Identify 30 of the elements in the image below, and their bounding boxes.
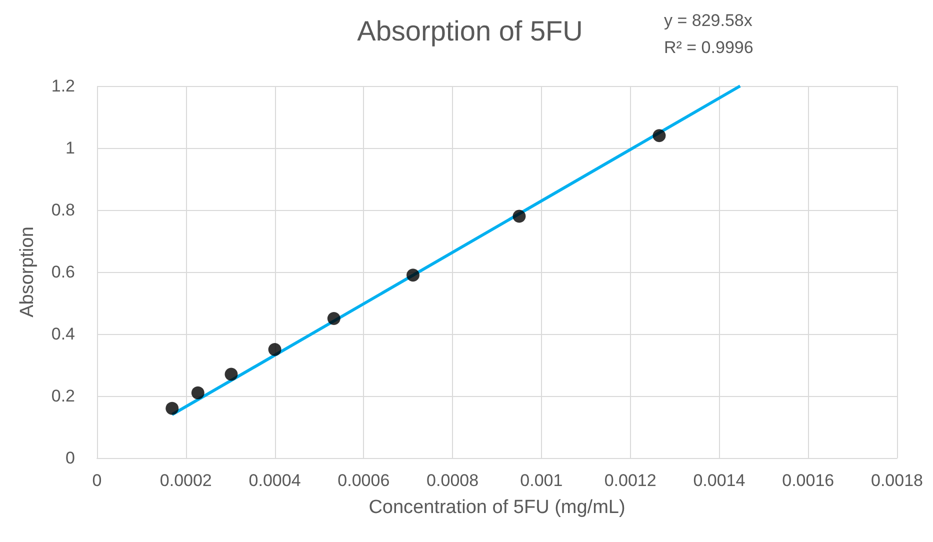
y-axis-title: Absorption	[17, 226, 38, 318]
point	[268, 343, 282, 356]
y-tick-label: 1.2	[51, 76, 75, 96]
x-tick-label: 0.0018	[871, 471, 923, 490]
x-tick-label: 0.0006	[338, 471, 390, 490]
text: y = 829.58x	[664, 11, 753, 30]
y-tick-label: 0.8	[51, 200, 75, 220]
point	[224, 368, 238, 381]
chart-title: Absorption of 5FU	[357, 16, 583, 46]
x-tick-label: 0.0014	[693, 471, 746, 490]
y-tick-label: 0	[66, 448, 75, 468]
y-tick-label: 0.2	[51, 386, 75, 406]
x-axis-title: Concentration of 5FU (mg/mL)	[368, 497, 626, 518]
point	[166, 402, 179, 415]
point	[406, 268, 420, 282]
x-tick-label: 0	[92, 471, 102, 490]
point	[191, 386, 204, 400]
x-tick-label: 0.0008	[426, 471, 479, 490]
x-tick-label: 0.0012	[604, 471, 656, 490]
x-tick-label: 0.0002	[160, 471, 212, 490]
point	[512, 210, 526, 223]
point	[652, 129, 666, 142]
x-tick-label: 0.001	[520, 471, 563, 490]
point	[327, 312, 340, 325]
y-tick-label: 1	[66, 138, 75, 158]
x-tick-label: 0.0016	[782, 471, 834, 490]
x-tick-label: 0.0004	[248, 471, 301, 490]
text: R² = 0.9996	[664, 38, 754, 57]
y-tick-label: 0.6	[51, 262, 75, 282]
y-tick-label: 0.4	[51, 324, 75, 344]
